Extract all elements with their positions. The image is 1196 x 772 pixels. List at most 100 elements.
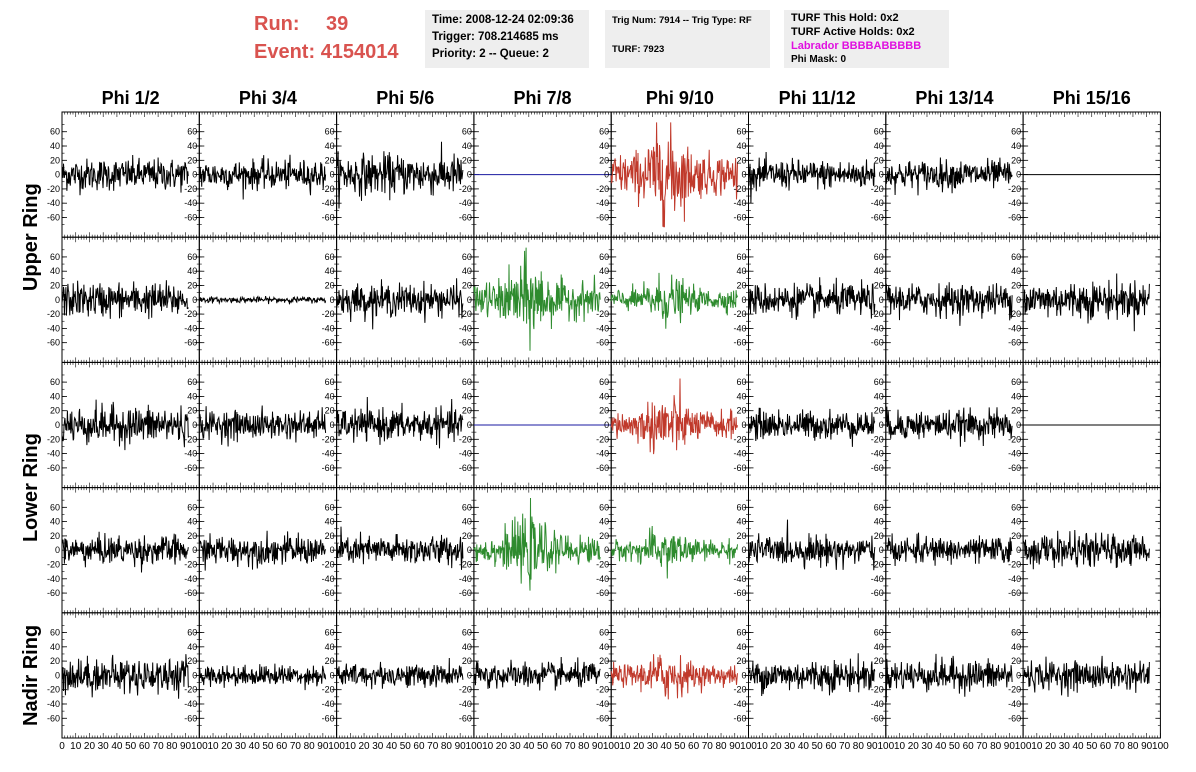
- y-tick-label: -20: [871, 434, 884, 444]
- y-tick-label: -40: [733, 323, 746, 333]
- y-tick-label: 60: [187, 502, 197, 512]
- y-tick-label: 20: [736, 281, 746, 291]
- y-tick-label: -40: [871, 449, 884, 459]
- y-tick-label: 40: [736, 642, 746, 652]
- y-tick-label: -40: [322, 699, 335, 709]
- y-tick-label: -20: [459, 559, 472, 569]
- waveform-panel: -60 -40 -20 0 20 40 60: [459, 361, 612, 489]
- y-tick-label: 40: [462, 141, 472, 151]
- y-tick-label: -20: [871, 685, 884, 695]
- y-tick-label: -40: [733, 449, 746, 459]
- y-tick-label: 60: [187, 628, 197, 638]
- y-tick-label: 20: [325, 281, 335, 291]
- column-label: Phi 1/2: [102, 88, 160, 108]
- y-tick-label: 60: [325, 377, 335, 387]
- x-tick-label: 100: [328, 741, 345, 752]
- waveform-panel: -60 -40 -20 0 20 40 60: [596, 487, 750, 614]
- x-tick-label: 60: [276, 741, 288, 752]
- y-tick-label: 60: [187, 377, 197, 387]
- waveform-trace: [61, 399, 189, 451]
- column-label: Phi 7/8: [514, 88, 572, 108]
- x-tick-label: 70: [976, 741, 988, 752]
- y-tick-label: -60: [871, 588, 884, 598]
- y-tick-label: -40: [322, 449, 335, 459]
- y-tick-label: -20: [322, 309, 335, 319]
- turf-active-text: TURF Active Holds: 0x2: [791, 26, 915, 38]
- y-tick-label: 60: [736, 377, 746, 387]
- y-tick-label: 60: [50, 252, 60, 262]
- y-tick-label: 20: [50, 531, 60, 541]
- y-tick-label: 0: [55, 170, 60, 180]
- y-tick-label: 40: [187, 517, 197, 527]
- waveform-panel: -60 -40 -20 0 20 40 60: [871, 236, 1024, 363]
- x-tick-label: 30: [784, 741, 796, 752]
- event-line: Event: 4154014: [254, 38, 399, 66]
- y-tick-label: 20: [1011, 155, 1021, 165]
- y-tick-label: 0: [879, 170, 884, 180]
- waveform-trace: [198, 154, 327, 200]
- y-tick-label: 60: [1011, 127, 1021, 137]
- y-tick-label: -40: [459, 198, 472, 208]
- y-tick-label: 0: [741, 295, 746, 305]
- waveform-panel: -60 -40 -20 0 20 40 60: [1008, 236, 1161, 363]
- x-tick-label: 80: [715, 741, 727, 752]
- y-tick-label: -60: [47, 588, 60, 598]
- column-label: Phi 15/16: [1053, 88, 1131, 108]
- trigger-text: Trigger: 708.214685 ms: [432, 31, 559, 43]
- y-tick-label: 20: [1011, 656, 1021, 666]
- x-tick-label: 50: [262, 741, 274, 752]
- waveform-trace: [1022, 655, 1150, 697]
- y-tick-label: -20: [596, 184, 609, 194]
- x-tick-label: 30: [921, 741, 933, 752]
- y-tick-label: -20: [733, 434, 746, 444]
- y-tick-label: 20: [462, 531, 472, 541]
- x-tick-label: 80: [304, 741, 316, 752]
- y-tick-label: -20: [1008, 184, 1021, 194]
- y-tick-label: 60: [462, 628, 472, 638]
- y-tick-label: 60: [874, 377, 884, 387]
- x-tick-label: 50: [125, 741, 137, 752]
- y-tick-label: 40: [874, 141, 884, 151]
- waveform-trace: [748, 151, 876, 204]
- y-tick-label: 40: [736, 141, 746, 151]
- y-tick-label: 0: [467, 170, 472, 180]
- y-tick-label: 60: [325, 502, 335, 512]
- y-tick-label: 20: [599, 155, 609, 165]
- y-tick-label: 40: [1011, 266, 1021, 276]
- waveform-panel: -60 -40 -20 0 20 40 60: [322, 361, 475, 489]
- y-tick-label: -60: [184, 212, 197, 222]
- x-tick-label: 40: [111, 741, 123, 752]
- x-tick-label: 20: [84, 741, 96, 752]
- y-tick-label: -40: [47, 699, 60, 709]
- waveform-panel: -60 -40 -20 0 20 40 60: [322, 487, 475, 614]
- y-tick-label: 60: [187, 127, 197, 137]
- column-label: Phi 13/14: [915, 88, 993, 108]
- y-tick-label: -60: [596, 713, 609, 723]
- y-tick-label: 60: [736, 628, 746, 638]
- waveform-panel: -60 -40 -20 0 20 40 60: [322, 236, 475, 363]
- waveform-trace: [885, 532, 1013, 567]
- y-tick-label: -40: [47, 198, 60, 208]
- x-tick-label: 50: [537, 741, 549, 752]
- waveform-panel: -60 -40 -20 0 20 40 60: [1008, 487, 1161, 614]
- x-tick-label: 80: [441, 741, 453, 752]
- y-tick-label: 0: [55, 670, 60, 680]
- y-tick-label: -40: [47, 574, 60, 584]
- y-tick-label: -60: [459, 713, 472, 723]
- x-tick-label: 90: [729, 741, 741, 752]
- waveform-trace: [198, 295, 327, 305]
- y-tick-label: 20: [599, 406, 609, 416]
- x-tick-label: 20: [908, 741, 920, 752]
- event-value: 4154014: [320, 41, 399, 63]
- y-tick-label: -60: [871, 212, 884, 222]
- y-tick-label: 0: [604, 670, 609, 680]
- y-tick-label: 40: [50, 391, 60, 401]
- y-tick-label: 0: [604, 545, 609, 555]
- x-tick-label: 20: [358, 741, 370, 752]
- waveform-panel: -60 -40 -20 0 20 40 60: [1008, 361, 1161, 489]
- waveform-trace: [336, 278, 464, 330]
- y-tick-label: -20: [459, 184, 472, 194]
- y-tick-label: -40: [184, 574, 197, 584]
